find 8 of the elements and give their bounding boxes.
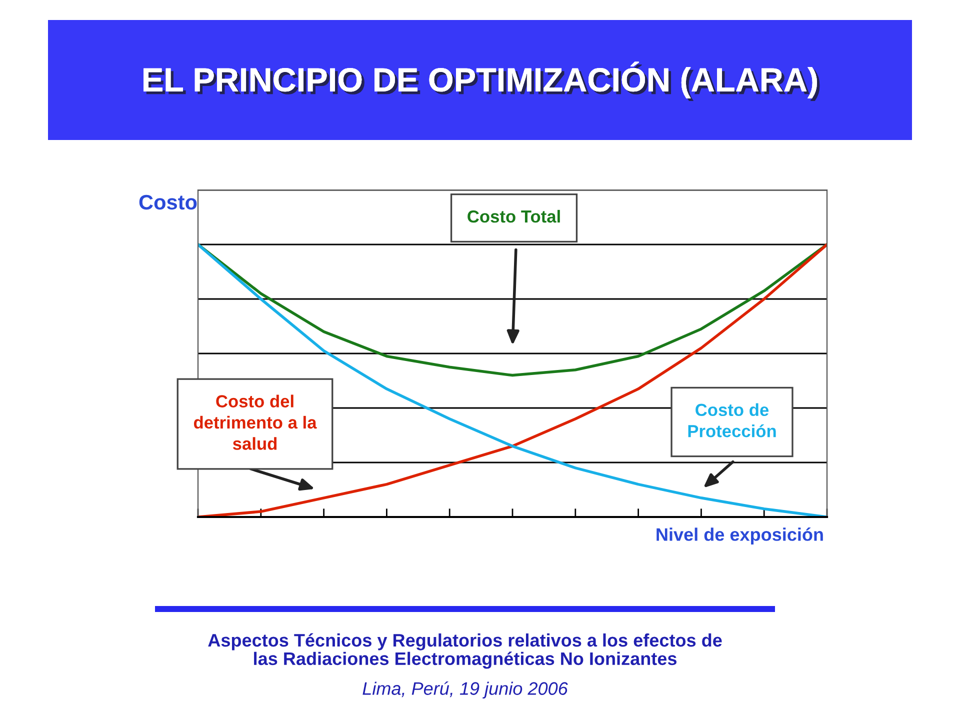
chart-title: EL PRINCIPIO DE OPTIMIZACIÓN (ALARA): [144, 62, 820, 102]
text: Costo Total: [468, 210, 560, 223]
y-axis-title: Costo: [139, 194, 197, 210]
text: Costo del detrimento a la salud: [194, 394, 317, 450]
text: Costo de Protección: [688, 403, 776, 438]
text: Lima, Perú, 19 junio 2006: [362, 681, 568, 699]
x-axis-title: Nivel de exposición: [656, 528, 823, 544]
text: Aspectos Técnicos y Regulatorios relativos a los efectos de las Radiaciones Electromagnéticas No Ionizantes: [208, 633, 722, 669]
